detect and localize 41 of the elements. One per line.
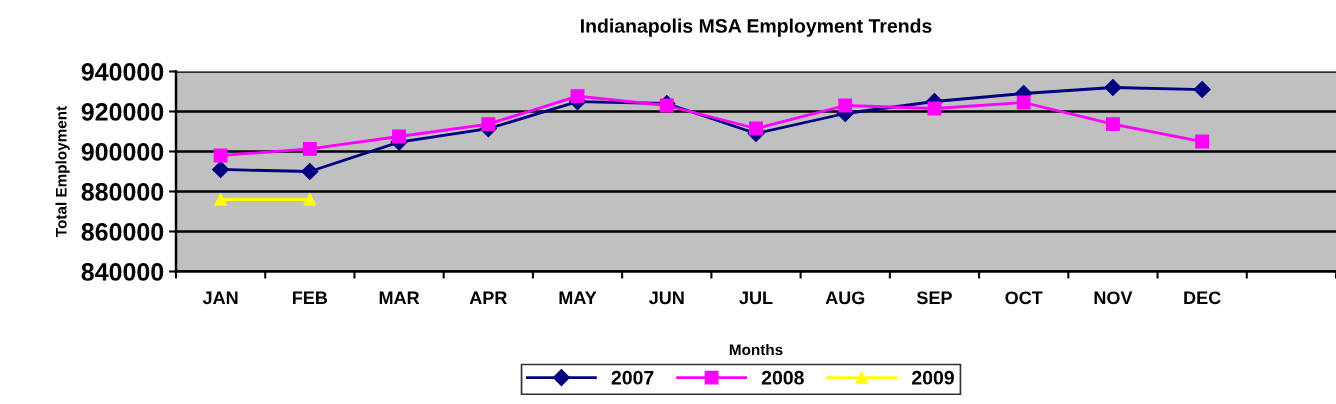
legend-label: 2009 (912, 370, 954, 385)
x-tick-label: JUN (648, 291, 684, 305)
point (301, 162, 319, 181)
point (1195, 134, 1210, 149)
point (214, 193, 227, 206)
point (570, 89, 585, 104)
x-tick-label: NOV (1094, 291, 1133, 305)
y-tick-label: 860000 (81, 223, 164, 241)
point (1104, 78, 1122, 97)
x-tick-label: FEB (293, 291, 328, 305)
x-axis-title: Months (729, 343, 783, 356)
y-tick-label: 940000 (81, 63, 164, 81)
y-tick-label: 840000 (81, 263, 164, 281)
point (213, 148, 228, 163)
point (392, 129, 407, 144)
point (1105, 117, 1120, 132)
y-tick-label: 880000 (81, 183, 164, 201)
point (1016, 95, 1031, 110)
x-tick-label: AUG (825, 291, 865, 305)
x-tick-label: APR (469, 291, 507, 305)
x-tick-label: JUL (739, 291, 773, 305)
point (212, 160, 230, 179)
y-tick-label: 900000 (81, 143, 164, 161)
chart-title: Indianapolis MSA Employment Trends (581, 18, 932, 37)
x-tick-label: MAY (559, 291, 597, 305)
y-axis-title: Total Employment (55, 106, 70, 237)
point (659, 98, 674, 113)
x-tick-label: OCT (1005, 291, 1043, 305)
point (481, 117, 496, 132)
x-tick-label: JAN (202, 291, 238, 305)
point (749, 121, 763, 136)
legend-label: 2008 (761, 370, 804, 385)
x-tick-label: SEP (916, 291, 952, 305)
legend-label: 2007 (611, 370, 654, 385)
x-tick-label: DEC (1184, 291, 1221, 305)
point (838, 98, 853, 113)
point (1193, 80, 1211, 99)
point (303, 193, 317, 206)
y-tick-label: 920000 (81, 103, 164, 121)
x-tick-label: MAR (379, 291, 420, 305)
point (302, 141, 317, 156)
